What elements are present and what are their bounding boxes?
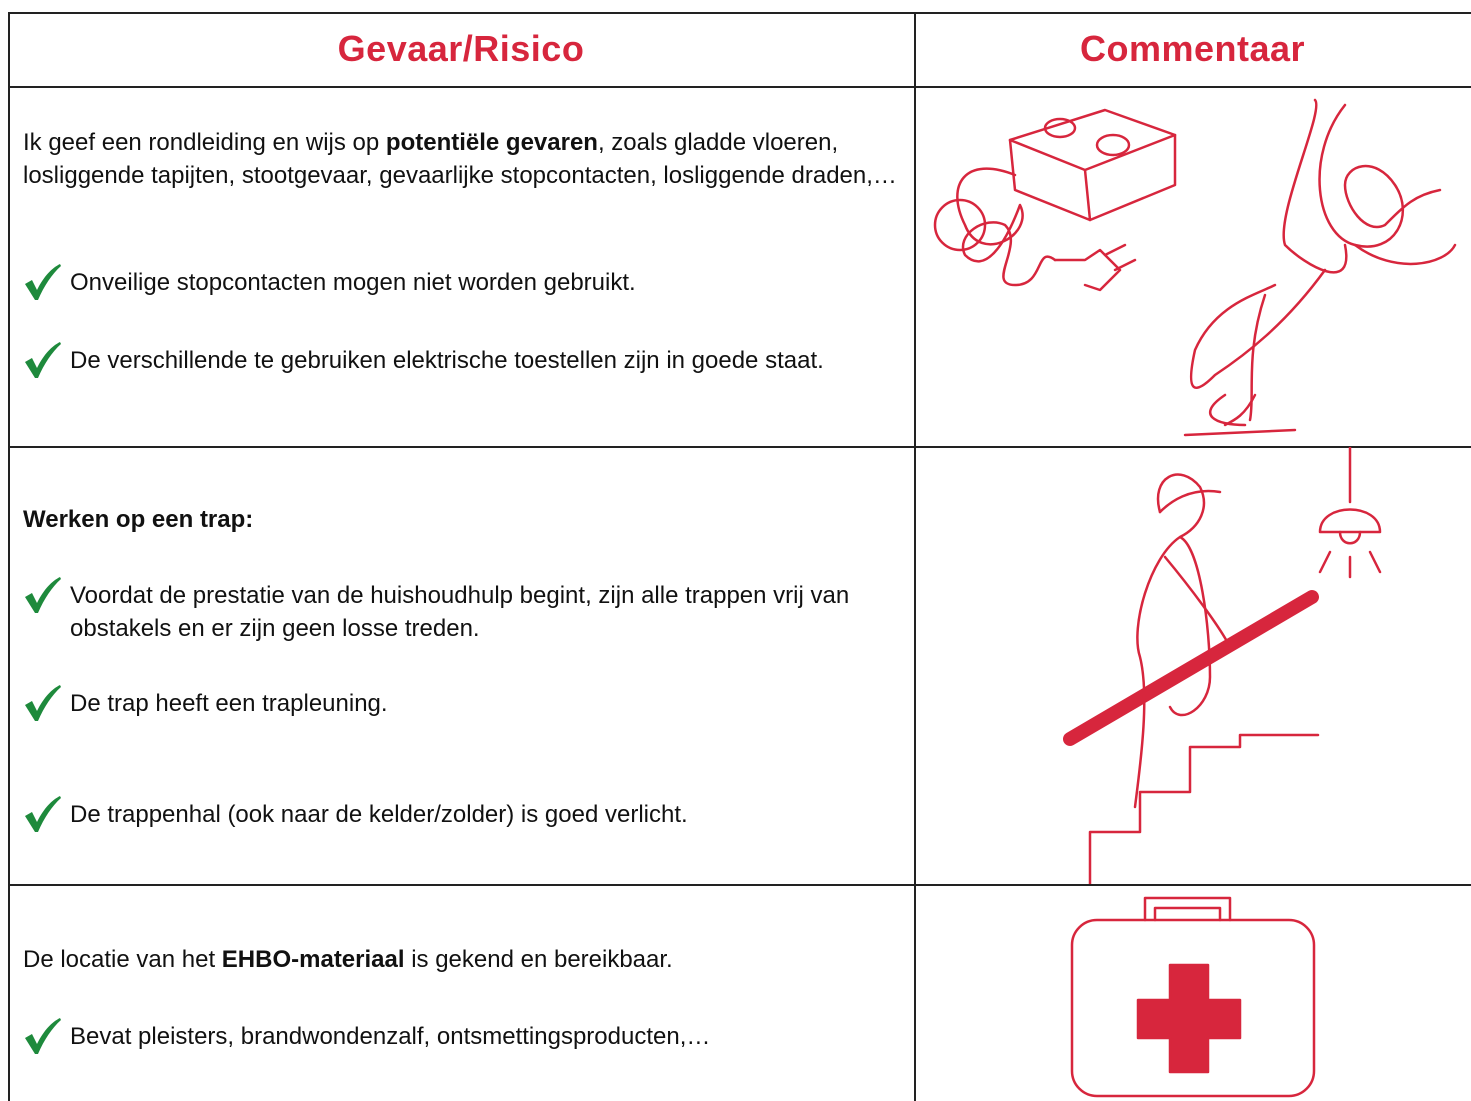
check-text: Bevat pleisters, brandwondenzalf, ontsme… [70, 1023, 711, 1050]
check-item: Onveilige stopcontacten mogen niet worde… [22, 264, 902, 300]
table-border [8, 446, 1471, 448]
text: De locatie van het [23, 946, 222, 973]
bold-text: potentiële gevaren [385, 129, 598, 156]
table-border [8, 12, 10, 1101]
illustration-first-aid [1070, 896, 1316, 1098]
illustration-slip [933, 98, 1457, 437]
check-item: Bevat pleisters, brandwondenzalf, ontsme… [22, 1018, 902, 1054]
check-item: De trappenhal (ook naar de kelder/zolder… [22, 796, 902, 832]
text: , zoals gladde vloeren, losliggende tapi… [23, 129, 897, 189]
check-icon [25, 685, 61, 721]
bold-text: EHBO-materiaal [221, 946, 405, 973]
table-border [8, 86, 1471, 88]
check-text: De verschillende te gebruiken elektrisch… [70, 347, 824, 374]
text: is gekend en bereikbaar. [404, 946, 673, 973]
check-text: Onveilige stopcontacten mogen niet worde… [70, 269, 636, 296]
column-header: Commentaar [1079, 28, 1306, 69]
table-border [8, 12, 1471, 14]
check-icon [25, 1018, 61, 1054]
check-item: De trap heeft een trapleuning. [22, 685, 902, 721]
row-intro: Ik geef een rondleiding en wijs op poten… [23, 126, 903, 192]
text: Ik geef een rondleiding en wijs op [23, 129, 386, 156]
row-intro: De locatie van het EHBO-materiaal is gek… [23, 943, 903, 976]
check-icon [25, 264, 61, 300]
check-item: De verschillende te gebruiken elektrisch… [22, 342, 902, 378]
check-text: De trappenhal (ook naar de kelder/zolder… [70, 801, 688, 828]
column-header: Gevaar/Risico [337, 28, 585, 69]
check-text: De trap heeft een trapleuning. [70, 690, 388, 717]
check-text: Voordat de prestatie van de huishoudhulp… [70, 582, 850, 642]
illustration-stairs [1063, 447, 1382, 884]
check-icon [25, 342, 61, 378]
check-icon [25, 796, 61, 832]
bold-text: Werken op een trap: [23, 506, 254, 533]
row-intro: Werken op een trap: [23, 503, 903, 536]
table-border [8, 884, 1471, 886]
check-icon [25, 577, 61, 613]
table-border [914, 12, 916, 1101]
check-item: Voordat de prestatie van de huishoudhulp… [22, 577, 902, 645]
